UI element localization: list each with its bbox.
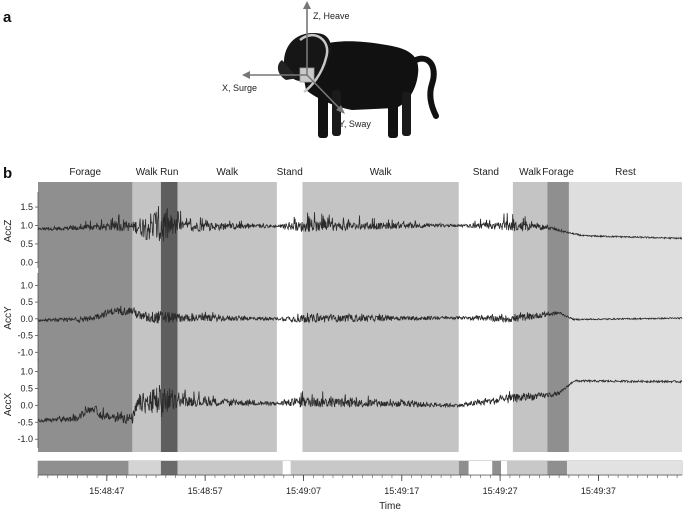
x-tick-label-2: 15:49:07	[286, 486, 321, 496]
y-axis-arrow	[306, 74, 342, 111]
y-tick-label-accy-1: 0.5	[20, 297, 33, 307]
y-tick-label-accx-1: 0.5	[20, 383, 33, 393]
y-tick-label-accx-4: -1.0	[17, 434, 33, 444]
x-tick-label-5: 15:49:37	[581, 486, 616, 496]
y-tick-label-accx-2: 0.0	[20, 400, 33, 410]
trace-accy	[37, 305, 683, 324]
time-axis: 15:48:47 15:48:57 15:49:07 15:49:17 15:49:27…	[37, 474, 682, 496]
behaviour-bar-block-3	[177, 461, 283, 475]
x-axis-title: Time	[379, 501, 401, 511]
y-tick-label-accz-2: 0.5	[20, 239, 33, 249]
behaviour-bar-block-5	[290, 461, 459, 475]
x-tick-label-4: 15:49:27	[483, 486, 518, 496]
y-tick-label-accx-0: 1.0	[20, 366, 33, 376]
y-tick-label-accz-1: 1.0	[20, 220, 33, 230]
segment-label-0: Forage	[69, 167, 101, 178]
behaviour-bar-block-1	[128, 461, 161, 475]
y-axis-title-accx: AccX	[3, 393, 14, 417]
behaviour-bar-block-11	[506, 461, 548, 475]
acceleration-traces	[37, 205, 683, 425]
behaviour-bar-block-8	[482, 461, 493, 475]
behaviour-bar-block-0	[38, 461, 129, 475]
y-tick-label-accz-3: 0.0	[20, 257, 33, 267]
y-axis-title-accz: AccZ	[3, 220, 14, 243]
baboon-front-leg-2	[332, 90, 341, 136]
segment-rest-9	[568, 182, 682, 452]
y-tick-label-accz-0: 1.5	[20, 202, 33, 212]
panel-b-label: b	[3, 165, 12, 182]
y-tick-label-accy-4: -1.0	[17, 347, 33, 357]
behaviour-bar-block-10	[501, 461, 507, 475]
baboon-tail	[409, 55, 439, 119]
y-axis-label: Y, Sway	[339, 119, 371, 129]
behaviour-bar-block-2	[160, 461, 178, 475]
y-arrowhead	[336, 105, 345, 114]
y-tick-label-accx-3: -0.5	[17, 417, 33, 427]
y-tick-label-accy-2: 0.0	[20, 314, 33, 324]
segment-label-7: Walk	[519, 167, 542, 178]
behaviour-bar-block-4	[282, 461, 291, 475]
segment-label-4: Stand	[277, 167, 303, 178]
x-tick-label-3: 15:49:17	[384, 486, 419, 496]
behaviour-bar-block-9	[492, 461, 502, 475]
segment-forage-8	[547, 182, 569, 452]
x-tick-label-0: 15:48:47	[89, 486, 124, 496]
y-tick-label-accy-3: -0.5	[17, 331, 33, 341]
behaviour-bar-block-12	[547, 461, 567, 475]
behaviour-bar-block-7	[468, 461, 483, 475]
segment-label-1: Walk	[136, 167, 159, 178]
activity-labels: Forage Walk Run Walk Stand Walk Stand Walk Forag…	[69, 167, 636, 178]
segment-label-6: Stand	[473, 167, 499, 178]
baboon-hind-leg-2	[402, 92, 411, 136]
z-axis-label: Z, Heave	[313, 11, 350, 21]
x-tick-label-1: 15:48:57	[188, 486, 223, 496]
y-axis-title-accy: AccY	[3, 306, 14, 330]
behaviour-bar-block-13	[566, 461, 682, 475]
x-axis-label: X, Surge	[222, 83, 257, 93]
y-axes: 1.5 1.0 0.5 0.0 AccZ 1.0 0.5 0.0 -0.5 -1.0 AccY 1.0…	[3, 192, 39, 448]
y-tick-label-accy-0: 1.0	[20, 280, 33, 290]
baboon-illustration: Z, Heave X, Surge Y, Sway	[222, 1, 439, 138]
trace-accz	[37, 205, 682, 242]
segment-label-5: Walk	[370, 167, 393, 178]
z-arrowhead	[303, 1, 311, 9]
segment-label-9: Rest	[615, 167, 636, 178]
trace-accx	[37, 379, 683, 425]
baboon-hind-leg	[388, 96, 398, 138]
x-arrowhead	[242, 71, 250, 79]
behaviour-bar	[37, 460, 683, 476]
panel-a-label: a	[3, 9, 12, 26]
collar	[299, 33, 329, 93]
segment-label-8: Forage	[542, 167, 574, 178]
baboon-front-leg	[318, 88, 328, 138]
segment-label-3: Walk	[216, 167, 239, 178]
behaviour-bar-block-6	[458, 461, 469, 475]
segment-label-2: Run	[160, 167, 178, 178]
